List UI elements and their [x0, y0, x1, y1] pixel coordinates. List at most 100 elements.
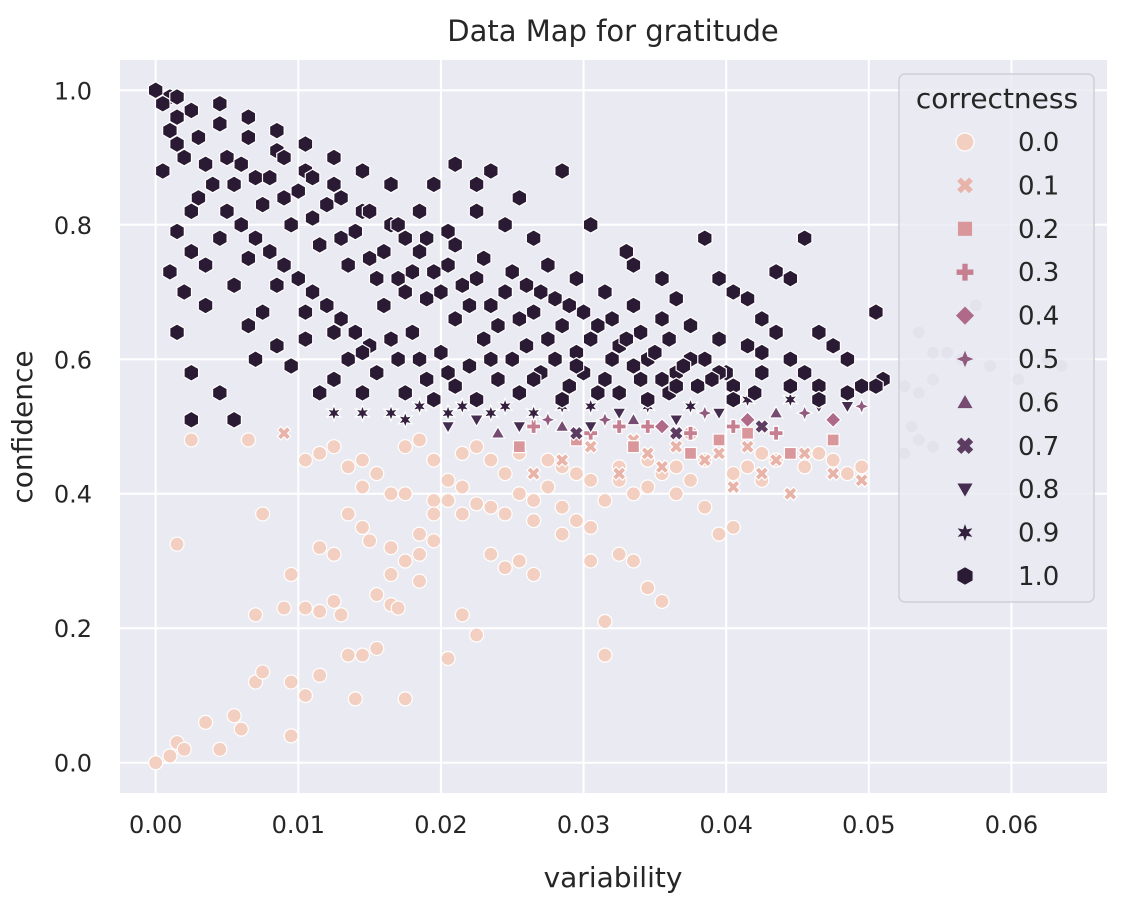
- point-1-0: [397, 229, 414, 248]
- point-1-0: [468, 390, 485, 409]
- point-0-0: [347, 691, 363, 707]
- point-1-0: [454, 276, 471, 295]
- point-0-3: [611, 418, 627, 435]
- point-0-0: [554, 499, 570, 515]
- point-0-0: [176, 741, 192, 757]
- point-0-0: [739, 459, 756, 475]
- point-0-0: [497, 465, 513, 482]
- point-1-0: [753, 309, 770, 328]
- legend-label: 0.7: [1018, 432, 1059, 462]
- point-0-0: [283, 728, 299, 744]
- point-1-0: [190, 128, 207, 147]
- point-0-0: [483, 452, 499, 468]
- point-0-0: [526, 513, 542, 529]
- point-0-2: [683, 446, 698, 460]
- point-0-9: [482, 403, 500, 423]
- point-0-1: [782, 486, 798, 502]
- point-1-0: [589, 383, 606, 402]
- point-1-0: [475, 329, 492, 349]
- point-1-0: [433, 282, 449, 302]
- point-0-0: [312, 445, 328, 461]
- legend-entry: 0.7: [955, 432, 1059, 462]
- legend-label: 0.3: [1018, 258, 1059, 288]
- legend-marker: [955, 262, 975, 282]
- point-1-0: [375, 242, 392, 261]
- point-1-0: [482, 296, 499, 315]
- point-1-0: [654, 370, 670, 389]
- point-1-0: [468, 269, 485, 288]
- point-0-9: [325, 403, 343, 423]
- point-1-0: [176, 148, 193, 167]
- point-1-0: [675, 356, 692, 376]
- point-1-0: [183, 363, 200, 382]
- point-1-0: [147, 81, 164, 100]
- point-0-2: [826, 433, 840, 447]
- point-0-0: [711, 526, 727, 542]
- point-0-0: [411, 526, 428, 542]
- point-1-0: [547, 350, 563, 369]
- point-0-1: [711, 445, 727, 461]
- point-1-0: [383, 175, 399, 194]
- point-1-0: [461, 356, 478, 376]
- point-0-0: [426, 506, 442, 522]
- point-1-0: [604, 350, 620, 369]
- point-0-0: [411, 573, 428, 589]
- point-1-0: [311, 383, 328, 402]
- point-0-0: [297, 600, 314, 616]
- point-1-0: [390, 350, 406, 369]
- point-0-0: [568, 513, 585, 529]
- point-1-0: [418, 289, 435, 308]
- point-0-0: [497, 560, 513, 576]
- point-1-0: [461, 296, 478, 315]
- point-1-0: [561, 377, 578, 396]
- point-0-8: [611, 407, 627, 421]
- point-1-0: [183, 242, 200, 261]
- point-1-0: [154, 161, 171, 181]
- point-1-0: [418, 370, 435, 389]
- y-tick-label: 0.4: [54, 481, 92, 509]
- point-0-0: [411, 432, 428, 448]
- point-0-1: [526, 465, 542, 482]
- point-0-0: [283, 566, 299, 583]
- point-0-0: [212, 741, 228, 757]
- point-0-1: [768, 452, 784, 468]
- point-1-0: [511, 309, 528, 328]
- point-1-0: [411, 350, 428, 369]
- point-0-0: [597, 492, 613, 509]
- point-1-0: [176, 282, 193, 302]
- point-1-0: [326, 323, 342, 342]
- legend-items: 0.0 0.1 0.2 0.3 0.4 0.5 0.6 0.7 0.8 0.9 1.0: [953, 128, 1059, 592]
- point-1-0: [254, 195, 271, 214]
- point-0-6: [554, 418, 570, 432]
- x-tick-label: 0.04: [699, 811, 752, 839]
- point-0-0: [354, 452, 371, 468]
- point-1-0: [868, 303, 884, 322]
- point-1-0: [247, 168, 264, 187]
- point-0-0: [640, 580, 656, 596]
- point-0-0: [511, 486, 527, 502]
- point-0-0: [169, 536, 185, 552]
- point-1-0: [390, 215, 406, 234]
- point-1-0: [447, 377, 464, 396]
- point-0-3: [526, 418, 542, 435]
- point-1-0: [668, 377, 685, 396]
- point-0-0: [240, 432, 256, 448]
- point-1-0: [582, 215, 599, 234]
- legend-entry: 0.1: [955, 171, 1059, 201]
- legend-entry: 0.3: [955, 258, 1059, 288]
- point-1-0: [440, 222, 456, 241]
- point-0-0: [390, 600, 406, 616]
- point-1-0: [290, 269, 307, 288]
- point-0-1: [697, 452, 713, 468]
- point-1-0: [625, 356, 642, 376]
- x-tick-label: 0.05: [842, 811, 895, 839]
- point-1-0: [333, 309, 349, 328]
- point-0-0: [397, 439, 413, 455]
- point-0-0: [483, 546, 499, 562]
- point-0-0: [468, 439, 485, 455]
- legend-marker: [955, 435, 975, 456]
- point-0-5: [852, 397, 871, 416]
- point-0-0: [162, 748, 178, 764]
- legend-label: 0.8: [1018, 475, 1059, 505]
- legend-label: 0.5: [1018, 345, 1059, 375]
